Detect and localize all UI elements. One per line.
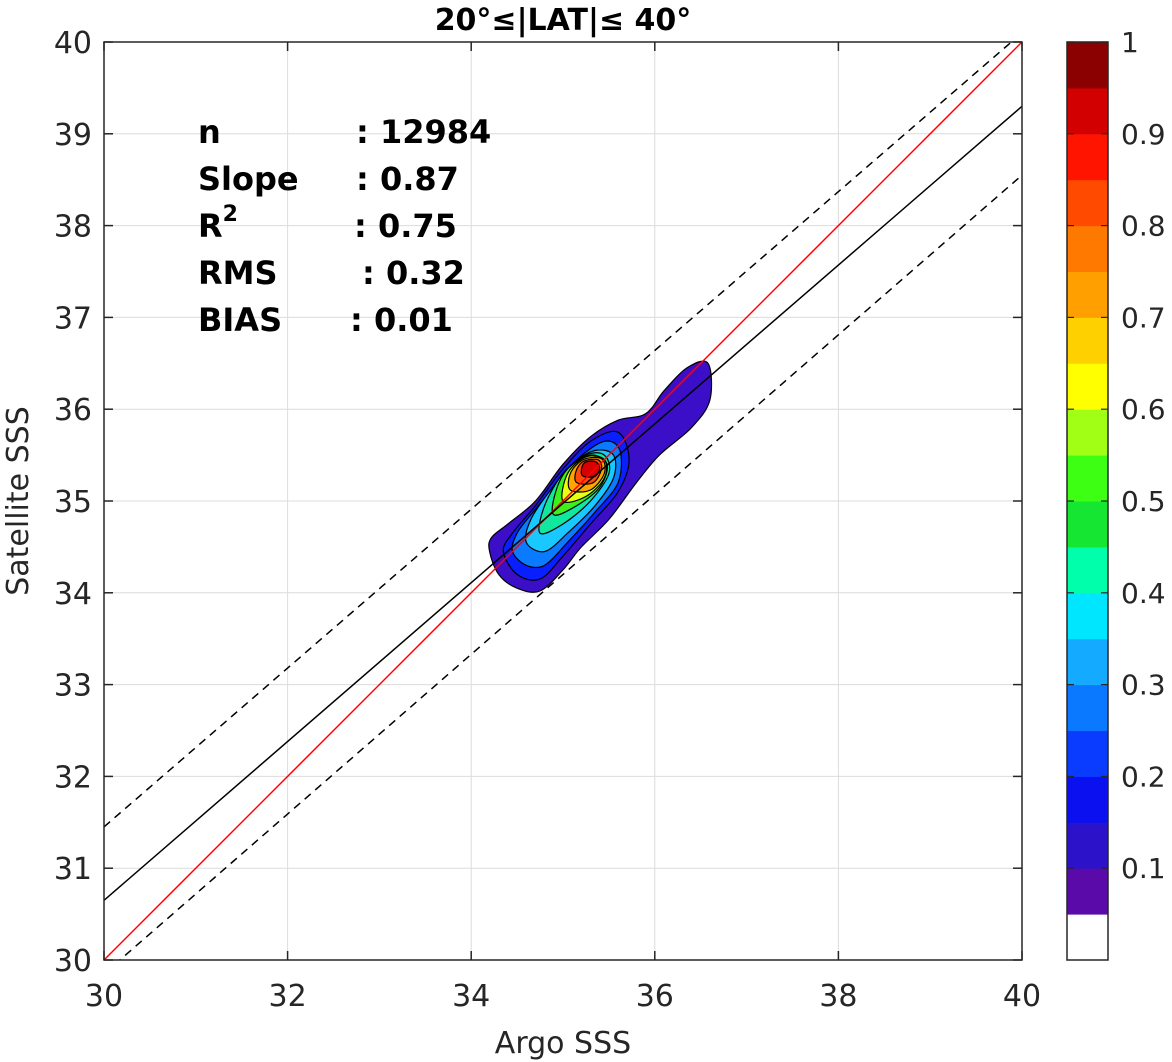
- colorbar-tick-label: 0.9: [1121, 118, 1166, 151]
- reference-lines: [104, 42, 1022, 960]
- stat-value: : 0.01: [350, 301, 453, 339]
- colorbar-swatch: [1067, 776, 1108, 823]
- colorbar-tick-label: 0.1: [1121, 852, 1166, 885]
- stat-value: : 0.75: [354, 207, 457, 245]
- y-tick-label: 38: [54, 210, 92, 245]
- colorbar-tick-label: 0.2: [1121, 760, 1166, 793]
- y-tick-label: 31: [54, 852, 92, 887]
- colorbar-tick-label: 0.8: [1121, 210, 1166, 243]
- colorbar-swatch: [1067, 179, 1108, 227]
- y-axis-label: Satellite SSS: [1, 406, 36, 596]
- stat-key: R2: [198, 202, 238, 245]
- x-tick-label: 38: [819, 979, 857, 1014]
- stat-value: : 12984: [356, 113, 491, 151]
- colorbar-swatch: [1067, 271, 1108, 318]
- colorbar-swatch: [1067, 133, 1108, 181]
- y-tick-label: 37: [54, 301, 92, 336]
- colorbar-swatch: [1067, 363, 1108, 410]
- upper-bound-line: [104, 42, 1013, 828]
- stat-key: Slope: [198, 160, 299, 198]
- stat-value: : 0.32: [362, 254, 465, 292]
- stat-key: BIAS: [198, 301, 282, 339]
- colorbar-swatch: [1067, 409, 1108, 456]
- stats-annotation: n : 12984 Slope : 0.87 R2 : 0.75 RMS : 0.32 BIAS…: [198, 113, 491, 339]
- lower-bound-line: [118, 174, 1022, 960]
- axis-ticks: 30 32 34 36 38 40 30 31 32 33 34 35 36 37 38 39 40: [54, 26, 1041, 1014]
- colorbar-swatch: [1067, 87, 1108, 135]
- y-tick-label: 39: [54, 118, 92, 153]
- colorbar-tick-label: 0.5: [1121, 485, 1166, 518]
- colorbar-tick-label: 1: [1121, 26, 1139, 59]
- colorbar-swatch: [1067, 501, 1108, 548]
- density-contours: [488, 360, 713, 593]
- x-tick-label: 36: [636, 979, 674, 1014]
- colorbar-swatch: [1067, 822, 1108, 869]
- y-tick-label: 40: [54, 26, 92, 61]
- x-tick-label: 32: [269, 979, 307, 1014]
- colorbar-swatch: [1067, 638, 1108, 686]
- one-to-one-line: [104, 42, 1022, 960]
- colorbar-swatch: [1067, 317, 1108, 364]
- stat-value: : 0.87: [356, 160, 459, 198]
- colorbar-swatch: [1067, 42, 1108, 89]
- colorbar-tick-label: 0.7: [1121, 301, 1166, 334]
- colorbar-swatch: [1067, 868, 1108, 915]
- y-tick-label: 30: [54, 944, 92, 979]
- x-axis-label: Argo SSS: [495, 1026, 631, 1061]
- colorbar-swatch: [1067, 225, 1108, 272]
- stat-key: n: [198, 113, 221, 151]
- y-tick-label: 34: [54, 577, 92, 612]
- colorbar: 1 0.9 0.8 0.7 0.6 0.5 0.4 0.3 0.2 0.1: [1066, 26, 1166, 961]
- stat-key: RMS: [198, 254, 278, 292]
- x-tick-label: 34: [452, 979, 490, 1014]
- y-tick-label: 36: [54, 393, 92, 428]
- y-tick-label: 33: [54, 669, 92, 704]
- y-tick-label: 35: [54, 485, 92, 520]
- colorbar-swatch: [1067, 684, 1108, 731]
- x-tick-label: 30: [85, 979, 123, 1014]
- colorbar-tick-label: 0.3: [1121, 669, 1166, 702]
- colorbar-swatch: [1067, 592, 1108, 640]
- x-tick-label: 40: [1003, 979, 1041, 1014]
- colorbar-tick-label: 0.4: [1121, 577, 1166, 610]
- colorbar-tick-label: 0.6: [1121, 393, 1166, 426]
- colorbar-swatch: [1067, 914, 1108, 961]
- colorbar-swatch: [1067, 546, 1108, 594]
- colorbar-swatch: [1067, 730, 1108, 777]
- stat-key-superscript: 2: [223, 202, 238, 227]
- chart-title: 20°≤|LAT|≤ 40°: [435, 3, 692, 38]
- colorbar-swatch: [1067, 455, 1108, 502]
- regression-fit-line: [104, 105, 1022, 901]
- y-tick-label: 32: [54, 760, 92, 795]
